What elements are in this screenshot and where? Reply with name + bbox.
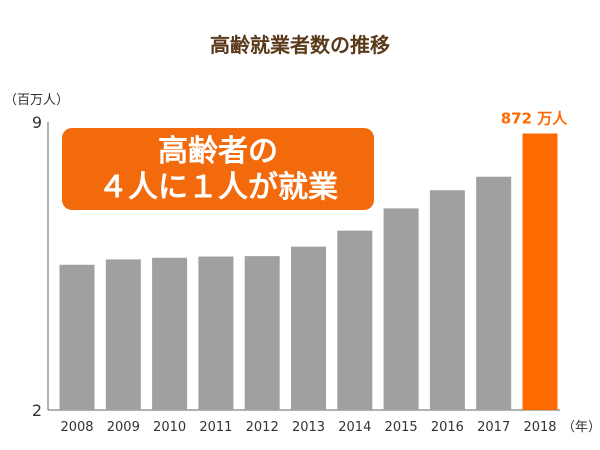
highlight-data-label: 872 万人: [501, 110, 569, 128]
x-tick-label: 2013: [292, 420, 325, 435]
chart-title: 高齢就業者数の推移: [210, 33, 390, 57]
callout-box: 高齢者の ４人に１人が就業: [62, 128, 374, 210]
x-tick-label: 2016: [431, 420, 464, 435]
x-tick-label: 2018: [523, 420, 556, 435]
bar: [244, 256, 280, 410]
y-tick-label: 2: [32, 401, 42, 420]
bar: [337, 230, 373, 410]
callout-line-1: 高齢者の: [158, 134, 278, 169]
bar: [59, 264, 95, 410]
x-tick-label: 2014: [338, 420, 371, 435]
x-tick-label: 2009: [107, 420, 140, 435]
y-axis-unit-label: （百万人）: [4, 93, 69, 108]
x-tick-label: 2015: [385, 420, 418, 435]
bar: [429, 190, 465, 410]
x-tick-label: 2012: [246, 420, 279, 435]
x-tick-label: 2010: [153, 420, 186, 435]
bar-highlight: [522, 133, 558, 410]
x-tick-label: 2011: [199, 420, 232, 435]
bar: [476, 176, 512, 410]
bar: [105, 259, 141, 410]
bar: [383, 208, 419, 410]
x-tick-label: 2017: [477, 420, 510, 435]
bar: [291, 246, 326, 410]
x-axis-unit-label: （年）: [562, 420, 600, 435]
callout-line-2: ４人に１人が就業: [98, 170, 338, 205]
bar: [152, 257, 188, 410]
y-tick-label: 9: [32, 113, 42, 132]
bar: [198, 256, 234, 410]
x-tick-label: 2008: [60, 420, 93, 435]
